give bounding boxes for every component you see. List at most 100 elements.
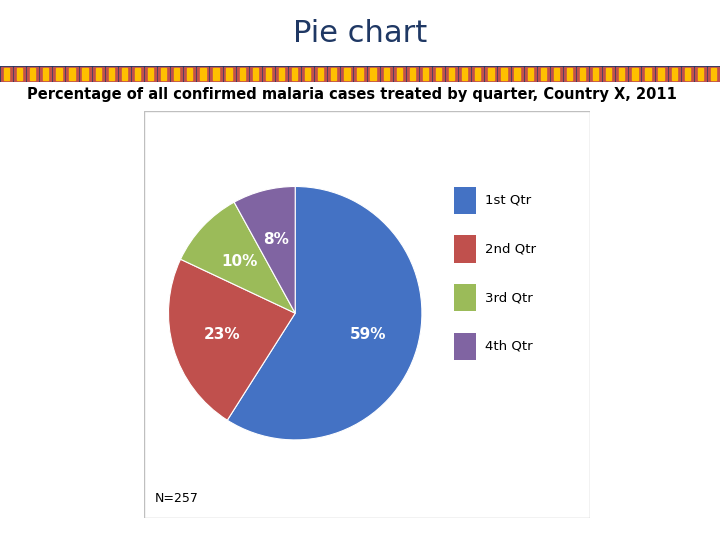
Bar	[27, 66, 38, 82]
Bar	[237, 66, 248, 82]
Bar	[263, 66, 274, 82]
Bar	[1, 66, 12, 82]
Bar	[158, 66, 169, 82]
Bar	[266, 68, 271, 80]
Bar	[577, 66, 588, 82]
Text: Pie chart: Pie chart	[293, 19, 427, 48]
Bar	[109, 68, 114, 80]
Bar	[655, 66, 667, 82]
Bar	[305, 68, 310, 80]
Bar	[292, 68, 297, 80]
Bar	[606, 68, 611, 80]
Bar	[318, 68, 323, 80]
Bar	[253, 68, 258, 80]
Text: 8%: 8%	[264, 232, 289, 247]
Bar	[66, 66, 78, 82]
Bar	[564, 66, 575, 82]
Bar	[250, 66, 261, 82]
Bar	[397, 68, 402, 80]
Bar	[106, 66, 117, 82]
Bar	[711, 68, 716, 80]
Bar	[302, 66, 313, 82]
Bar	[53, 66, 65, 82]
Bar	[538, 66, 549, 82]
Bar	[276, 66, 287, 82]
Bar	[593, 68, 598, 80]
Bar	[511, 66, 523, 82]
Bar	[161, 68, 166, 80]
Bar	[344, 68, 349, 80]
Bar	[698, 68, 703, 80]
Bar	[394, 66, 405, 82]
Bar	[567, 68, 572, 80]
Bar	[119, 66, 130, 82]
Bar	[200, 68, 205, 80]
Bar	[17, 68, 22, 80]
Bar	[371, 68, 376, 80]
Bar	[30, 68, 35, 80]
Bar	[603, 66, 614, 82]
Bar	[96, 68, 101, 80]
Bar	[515, 68, 520, 80]
Wedge shape	[228, 186, 422, 440]
Bar	[315, 66, 326, 82]
Bar	[449, 68, 454, 80]
Bar	[454, 284, 476, 311]
Bar	[184, 66, 195, 82]
Bar	[433, 66, 444, 82]
Bar	[541, 68, 546, 80]
Bar	[132, 66, 143, 82]
Bar	[632, 68, 637, 80]
Wedge shape	[234, 186, 295, 313]
Text: 3rd Qtr: 3rd Qtr	[485, 291, 534, 304]
Bar	[423, 68, 428, 80]
Bar	[629, 66, 641, 82]
Bar	[485, 66, 497, 82]
Wedge shape	[168, 259, 295, 420]
Bar	[174, 68, 179, 80]
Bar	[79, 66, 91, 82]
Bar	[135, 68, 140, 80]
Bar	[454, 235, 476, 262]
Text: N=257: N=257	[155, 492, 199, 505]
Bar	[642, 66, 654, 82]
Bar	[227, 68, 232, 80]
Text: 23%: 23%	[204, 327, 240, 342]
Wedge shape	[181, 202, 295, 313]
Bar	[528, 68, 533, 80]
Text: Percentage of all confirmed malaria cases treated by quarter, Country X, 2011: Percentage of all confirmed malaria case…	[27, 87, 678, 103]
Bar	[619, 68, 624, 80]
Text: 2nd Qtr: 2nd Qtr	[485, 242, 536, 255]
Bar	[682, 66, 693, 82]
Bar	[40, 66, 51, 82]
Bar	[580, 68, 585, 80]
Bar	[420, 66, 431, 82]
Bar	[669, 66, 680, 82]
Bar	[83, 68, 88, 80]
Bar	[171, 66, 182, 82]
Bar	[472, 66, 483, 82]
Bar	[289, 66, 300, 82]
Bar	[498, 66, 510, 82]
Bar	[645, 68, 651, 80]
Bar	[695, 66, 706, 82]
Bar	[14, 66, 25, 82]
Bar	[459, 66, 470, 82]
Bar	[475, 68, 480, 80]
Bar	[367, 66, 379, 82]
Bar	[525, 66, 536, 82]
Bar	[43, 68, 48, 80]
Bar	[454, 187, 476, 214]
Bar	[197, 66, 209, 82]
Bar	[187, 68, 192, 80]
Bar	[672, 68, 677, 80]
Bar	[223, 66, 235, 82]
Text: 4th Qtr: 4th Qtr	[485, 340, 533, 353]
Bar	[381, 66, 392, 82]
Bar	[551, 66, 562, 82]
Bar	[407, 66, 418, 82]
Text: 10%: 10%	[222, 254, 258, 269]
Bar	[56, 68, 61, 80]
Bar	[659, 68, 664, 80]
Bar	[213, 68, 219, 80]
